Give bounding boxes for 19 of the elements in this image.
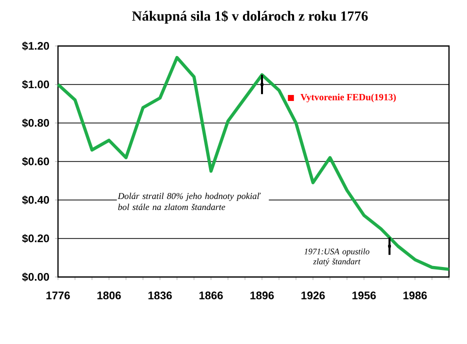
y-tick-label: $1.20 (22, 42, 50, 50)
annotation: 1971:USA opustilo zlatý štandart (304, 248, 370, 266)
x-tick-label: 1896 (250, 292, 274, 300)
y-tick-label: $0.40 (22, 196, 50, 204)
y-tick-label: $0.20 (22, 234, 50, 243)
y-tick-label: $0.00 (22, 272, 50, 282)
chart-title: Nákupná sila 1$ v dolároch z roku 1776 (132, 10, 368, 24)
y-tick-label: $1.00 (22, 80, 50, 89)
x-tick-label: 1776 (46, 292, 70, 300)
annotation: Vytvorenie FEDu(1913) (300, 94, 396, 102)
x-tick-label: 1986 (403, 292, 427, 300)
x-tick-label: 1926 (301, 292, 325, 300)
x-tick-label: 1956 (352, 292, 376, 300)
x-tick-label: 1806 (97, 292, 121, 300)
x-tick-label: 1836 (148, 292, 172, 300)
x-tick-label: 1866 (199, 292, 223, 300)
y-tick-label: $0.60 (22, 157, 50, 166)
annotation: Dolár stratil 80% jeho hodnoty pokiaľ bol stále na zlatom štandarte (118, 192, 261, 210)
y-tick-label: $0.80 (22, 118, 50, 128)
